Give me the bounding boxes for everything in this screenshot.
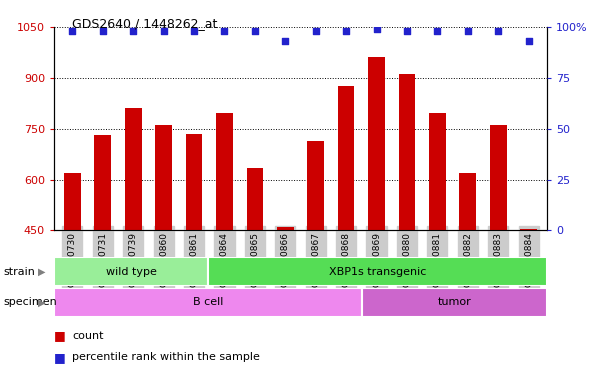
Point: [463, 28, 472, 34]
Bar: [54, 257, 208, 286]
Point: [372, 26, 382, 32]
Point: [493, 28, 503, 34]
Bar: [368, 57, 385, 230]
Text: ■: ■: [54, 329, 66, 343]
Bar: [429, 113, 446, 230]
Bar: [216, 113, 233, 230]
Text: wild type: wild type: [106, 266, 156, 277]
Bar: [64, 173, 81, 230]
Text: B cell: B cell: [193, 297, 224, 308]
Text: XBP1s transgenic: XBP1s transgenic: [329, 266, 426, 277]
Text: specimen: specimen: [3, 297, 56, 308]
Point: [524, 38, 534, 44]
Bar: [246, 168, 263, 230]
Text: ■: ■: [54, 351, 66, 364]
Bar: [398, 74, 415, 230]
Point: [129, 28, 138, 34]
Text: ▶: ▶: [38, 266, 45, 277]
Point: [341, 28, 351, 34]
Point: [250, 28, 260, 34]
Bar: [54, 288, 362, 317]
Point: [402, 28, 412, 34]
Bar: [155, 125, 172, 230]
Bar: [307, 141, 324, 230]
Text: percentile rank within the sample: percentile rank within the sample: [72, 352, 260, 362]
Bar: [362, 288, 547, 317]
Point: [281, 38, 290, 44]
Bar: [277, 227, 294, 230]
Text: strain: strain: [3, 266, 35, 277]
Point: [433, 28, 442, 34]
Bar: [520, 229, 537, 230]
Bar: [208, 257, 547, 286]
Point: [189, 28, 199, 34]
Bar: [94, 136, 111, 230]
Bar: [186, 134, 203, 230]
Bar: [459, 173, 476, 230]
Point: [98, 28, 108, 34]
Point: [311, 28, 320, 34]
Text: ▶: ▶: [38, 297, 45, 308]
Bar: [125, 108, 142, 230]
Text: count: count: [72, 331, 103, 341]
Bar: [338, 86, 355, 230]
Point: [67, 28, 77, 34]
Text: GDS2640 / 1448262_at: GDS2640 / 1448262_at: [72, 17, 218, 30]
Text: tumor: tumor: [438, 297, 471, 308]
Point: [219, 28, 229, 34]
Bar: [490, 125, 507, 230]
Point: [159, 28, 168, 34]
